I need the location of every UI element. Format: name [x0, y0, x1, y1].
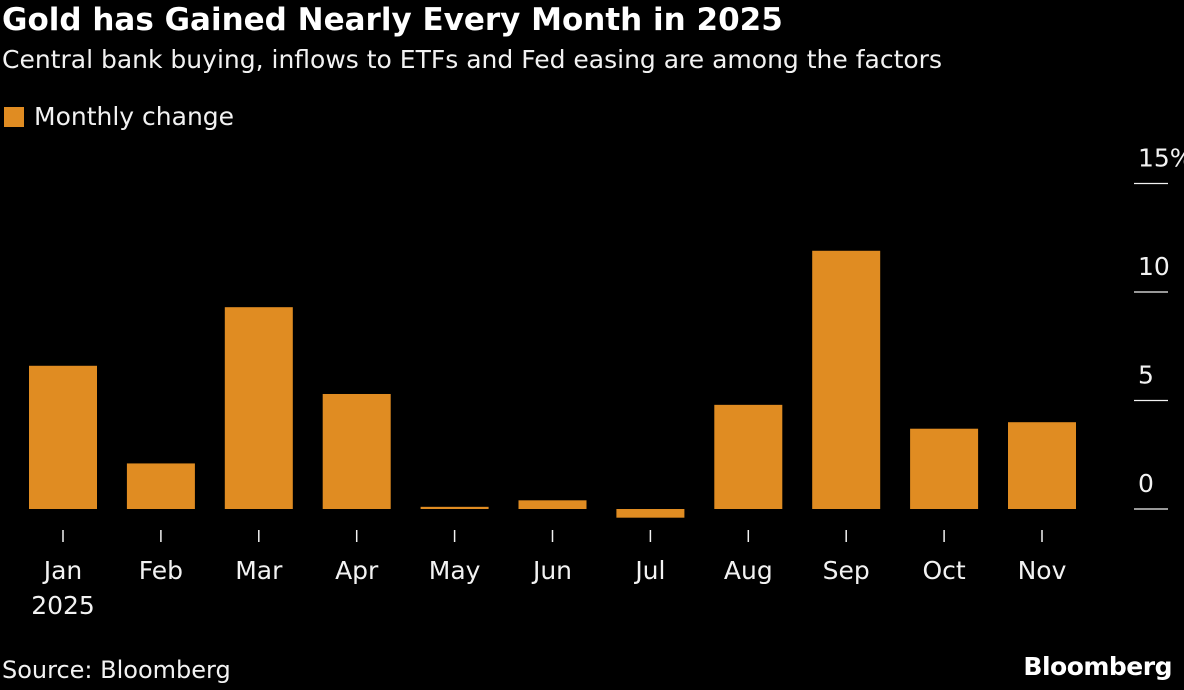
legend: Monthly change: [4, 102, 234, 131]
x-tick-label: Mar: [235, 556, 283, 585]
legend-swatch: [4, 106, 24, 127]
x-tick-label: Nov: [1018, 556, 1067, 585]
bar-feb: [126, 463, 195, 509]
y-tick-label: 10: [1138, 252, 1170, 281]
y-tick-label: 5: [1138, 361, 1154, 390]
bar-oct: [910, 428, 979, 509]
x-tick-label: Jan: [42, 556, 83, 585]
y-tick-label: 0: [1138, 469, 1154, 498]
x-tick-label: May: [429, 556, 481, 585]
y-tick-label: 15%: [1138, 144, 1184, 173]
bar-jun: [518, 500, 587, 509]
bar-sep: [812, 250, 881, 509]
x-tick-label: Jun: [531, 556, 572, 585]
chart-subtitle: Central bank buying, inflows to ETFs and…: [2, 45, 942, 74]
x-tick-label: Feb: [139, 556, 183, 585]
x-tick-label: Apr: [335, 556, 379, 585]
bar-may: [420, 506, 489, 509]
bar-jan: [29, 365, 97, 509]
x-tick-label: Jul: [633, 556, 665, 585]
x-tick-label: Sep: [823, 556, 870, 585]
x-tick-label: Aug: [724, 556, 773, 585]
bloomberg-logo: Bloomberg: [1023, 652, 1172, 681]
x-tick-label: Oct: [922, 556, 965, 585]
bar-jul: [616, 509, 685, 518]
bar-aug: [714, 404, 783, 509]
chart-title: Gold has Gained Nearly Every Month in 20…: [2, 2, 783, 38]
bar-mar: [224, 307, 293, 509]
bar-apr: [322, 393, 391, 509]
x-tick-sublabel: 2025: [31, 591, 95, 620]
legend-label: Monthly change: [34, 102, 235, 131]
source-note: Source: Bloomberg: [2, 656, 231, 684]
bar-nov: [1008, 422, 1076, 509]
